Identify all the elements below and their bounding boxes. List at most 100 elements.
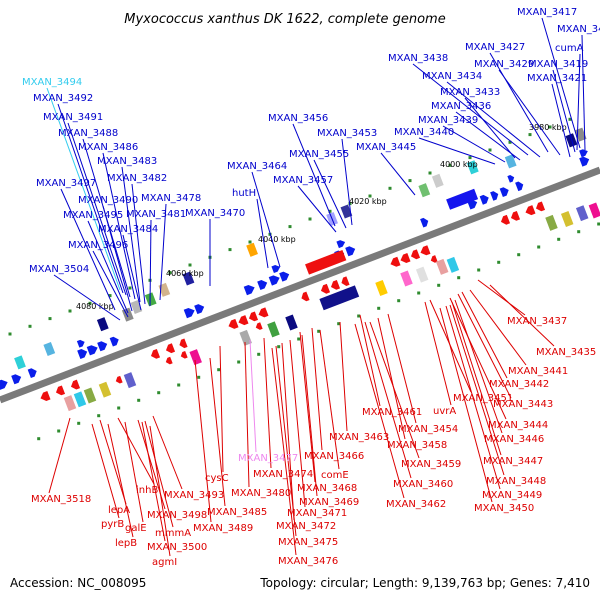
lower-leader-line (387, 313, 417, 424)
lower-gene-label: MXAN_3447 (483, 456, 543, 467)
lower-gene-label: MXAN_3468 (297, 483, 357, 494)
lower-leader-line (477, 279, 526, 316)
reverse-gene-arrow (535, 201, 546, 212)
tick-dot (77, 421, 81, 425)
reverse-gene-long (305, 250, 347, 275)
feature-block (431, 173, 444, 188)
lower-leader-line (48, 417, 71, 494)
tick-label: 4080 kbp (76, 302, 114, 311)
lower-gene-label: MXAN_3448 (486, 476, 546, 487)
upper-leader-line (541, 17, 581, 149)
upper-gene-label: MXAN_3486 (78, 142, 138, 153)
tick-dot (537, 245, 541, 249)
upper-leader-line (159, 203, 167, 301)
reverse-gene-arrow (430, 255, 438, 263)
forward-gene-arrow (257, 279, 268, 291)
accession-text: Accession: NC_008095 (10, 576, 146, 590)
tick-dot (257, 352, 261, 356)
lower-leader-line (141, 421, 166, 542)
lower-leader-line (377, 317, 406, 440)
forward-gene-arrow (479, 194, 489, 205)
upper-leader-line (297, 185, 337, 233)
feature-block (545, 214, 558, 231)
label-leader-lines (46, 17, 586, 557)
genome-summary-text: Topology: circular; Length: 9,139,763 bp… (259, 576, 590, 590)
reverse-gene-arrow (40, 390, 51, 402)
lower-gene-label: lepB (115, 538, 137, 549)
tick-dot (8, 332, 12, 336)
upper-gene-label: MXAN_3491 (43, 112, 103, 123)
tick-dot (317, 329, 321, 333)
upper-gene-label: MXAN_3492 (33, 93, 93, 104)
lower-leader-line (354, 323, 405, 499)
lower-leader-line (424, 301, 452, 406)
tick-dot (377, 306, 381, 310)
lower-gene-label: inhB (136, 485, 158, 496)
upper-gene-label: MXAN_3504 (29, 264, 89, 275)
tick-dot (357, 314, 361, 318)
tick-dot (457, 276, 461, 280)
reverse-gene-arrow (70, 379, 81, 390)
tick-dot (68, 309, 72, 313)
upper-leader-line (256, 198, 269, 269)
tick-dot (428, 171, 432, 175)
tick-dot (408, 179, 412, 183)
forward-gene-arrow (579, 149, 588, 158)
feature-block (446, 256, 460, 273)
lower-leader-line (281, 342, 295, 521)
lower-gene-label: MXAN_3471 (287, 508, 347, 519)
upper-gene-label: MXAN_3417 (517, 7, 577, 18)
lower-gene-label: MXAN_3449 (482, 490, 542, 501)
upper-leader-line (121, 166, 141, 303)
tick-dot (328, 209, 332, 213)
reverse-gene-arrow (320, 283, 331, 294)
lower-gene-label: MXAN_3437 (507, 316, 567, 327)
lower-leader-line (449, 297, 507, 420)
forward-gene-arrow (268, 275, 280, 286)
upper-leader-line (149, 219, 152, 307)
lower-leader-line (449, 304, 505, 476)
upper-gene-label: MXAN_3416 (557, 24, 600, 35)
reverse-gene-arrow (390, 256, 401, 267)
reverse-gene-arrow (510, 210, 521, 221)
reverse-gene-arrow (165, 343, 176, 354)
lower-leader-line (249, 339, 257, 453)
upper-leader-line (53, 274, 121, 321)
feature-block (575, 205, 589, 222)
reverse-gene-arrow (115, 375, 123, 384)
tick-dot (337, 322, 341, 326)
upper-leader-line (489, 52, 549, 153)
tick-dot (277, 345, 281, 349)
lower-leader-line (364, 321, 412, 479)
map-title: Myxococcus xanthus DK 1622, complete gen… (124, 12, 445, 27)
lower-gene-label: MXAN_3475 (278, 537, 338, 548)
tick-label: 4000 kbp (440, 160, 478, 169)
forward-gene-arrow (336, 240, 346, 249)
lower-leader-line (152, 415, 183, 490)
lower-gene-label: MXAN_3454 (398, 424, 458, 435)
forward-gene-arrow (243, 284, 255, 296)
lower-gene-label: MXAN_3466 (304, 451, 364, 462)
lower-gene-label: MXAN_3469 (299, 497, 359, 508)
tick-labels: 3980 kbp 4000 kbp 4020 kbp 4040 kbp 4060 kbp… (76, 123, 567, 311)
forward-gene-arrow (0, 379, 8, 390)
lower-gene-label: comE (321, 470, 349, 481)
upper-leader-line (498, 69, 561, 156)
forward-gene-arrow (76, 339, 85, 348)
lower-leader-line (489, 284, 555, 347)
tick-dot (397, 299, 401, 303)
tick-dot (57, 429, 61, 433)
upper-gene-label: MXAN_3495 (63, 210, 123, 221)
upper-leader-line (292, 123, 336, 227)
tick-dot (188, 263, 192, 267)
lower-leader-line (124, 421, 144, 523)
tick-dot (248, 240, 252, 244)
tick-dot (477, 268, 481, 272)
upper-gene-label: MXAN_3481 (126, 209, 186, 220)
lower-leader-line (311, 327, 323, 451)
lower-leader-line (301, 334, 318, 497)
upper-gene-label: MXAN_3497 (36, 178, 96, 189)
tick-dot (488, 148, 492, 152)
lower-gene-label: MXAN_3485 (207, 507, 267, 518)
lower-gene-label: MXAN_3461 (362, 407, 422, 418)
